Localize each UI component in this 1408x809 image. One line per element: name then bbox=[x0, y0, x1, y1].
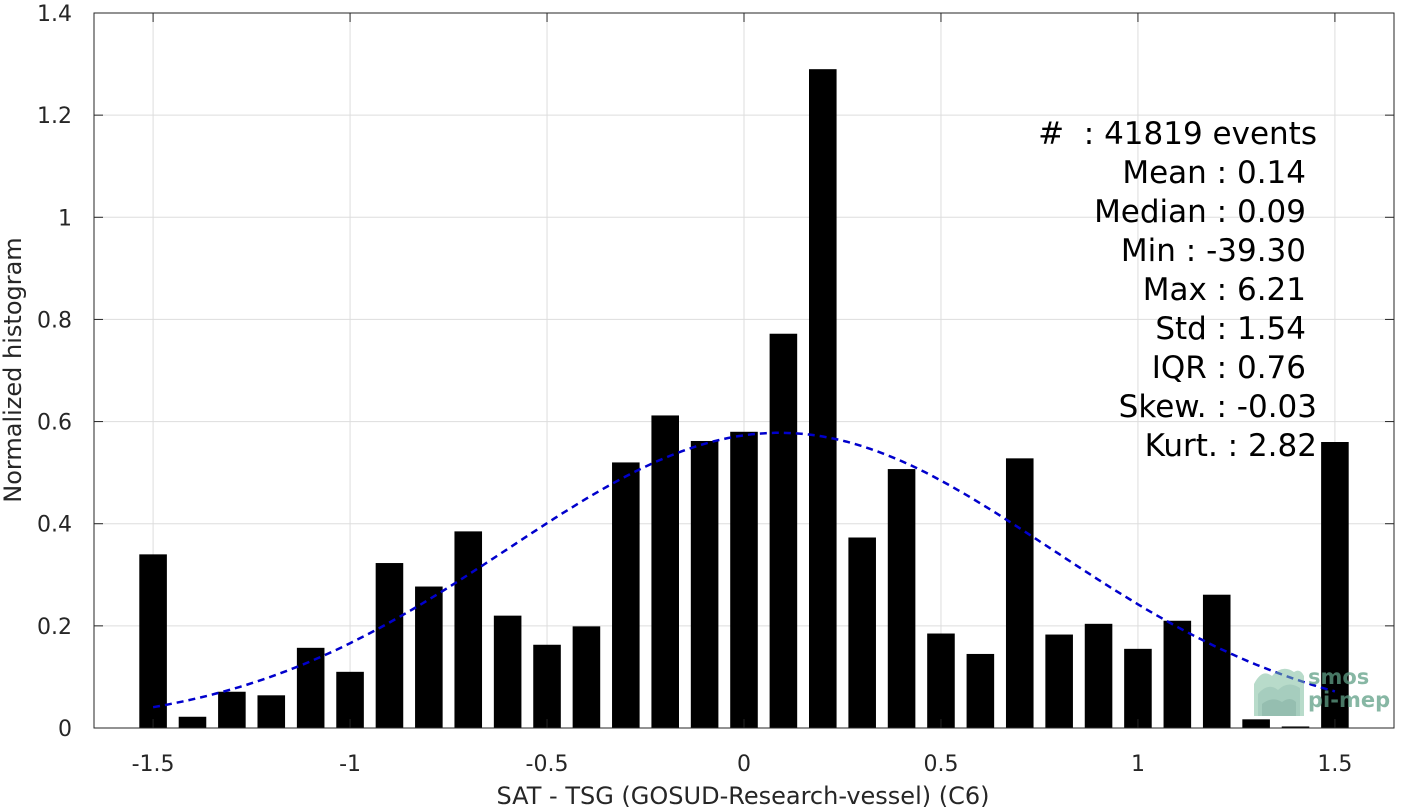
x-tick-labels: -1.5 -1 -0.5 0 0.5 1 1.5 bbox=[132, 752, 1353, 777]
logo-line-smos: smos bbox=[1308, 665, 1369, 689]
stats-annotation: # : 41819 events Mean : 0.14 Median : 0.… bbox=[1038, 116, 1317, 464]
x-tick-label: 1 bbox=[1131, 752, 1145, 777]
histogram-bar bbox=[1163, 620, 1192, 728]
stat-std: Std : 1.54 bbox=[1155, 311, 1306, 347]
histogram-bar bbox=[730, 431, 758, 728]
histogram-bar bbox=[1242, 719, 1270, 728]
x-tick-label: 0 bbox=[737, 752, 751, 777]
x-tick-label: 0.5 bbox=[923, 752, 958, 777]
histogram-bar bbox=[375, 563, 404, 728]
histogram-bars bbox=[139, 69, 1349, 728]
y-tick-label: 0.4 bbox=[37, 513, 72, 538]
histogram-bar bbox=[572, 626, 601, 728]
histogram-bar bbox=[966, 653, 995, 728]
histogram-bar bbox=[651, 415, 679, 728]
x-axis-label: SAT - TSG (GOSUD-Research-vessel) (C6) bbox=[497, 782, 990, 809]
histogram-bar bbox=[848, 537, 876, 728]
x-tick-label: -0.5 bbox=[526, 752, 569, 777]
stat-kurt: Kurt. : 2.82 bbox=[1145, 428, 1317, 464]
histogram-bar bbox=[493, 615, 522, 728]
y-tick-label: 0 bbox=[58, 717, 72, 742]
histogram-bar bbox=[1005, 458, 1034, 728]
stat-events: # : 41819 events bbox=[1038, 116, 1317, 152]
x-tick-label: 1.5 bbox=[1317, 752, 1352, 777]
histogram-bar bbox=[1321, 442, 1349, 728]
histogram-bar bbox=[1045, 634, 1073, 728]
histogram-bar bbox=[178, 716, 207, 728]
histogram-bar bbox=[1084, 623, 1113, 728]
histogram-bar bbox=[769, 333, 798, 728]
y-tick-labels: 0 0.2 0.4 0.6 0.8 1 1.2 1.4 bbox=[37, 2, 72, 742]
y-tick-label: 0.6 bbox=[37, 411, 72, 436]
histogram-bar bbox=[218, 691, 246, 728]
y-tick-label: 1.4 bbox=[37, 2, 72, 27]
stat-min: Min : -39.30 bbox=[1121, 233, 1306, 269]
histogram-bar bbox=[887, 469, 916, 728]
y-tick-label: 0.8 bbox=[37, 308, 72, 333]
grid-lines bbox=[94, 12, 1394, 729]
axis-ticks bbox=[94, 12, 1394, 729]
x-tick-label: -1 bbox=[339, 752, 361, 777]
histogram-bar bbox=[533, 644, 561, 728]
stat-max: Max : 6.21 bbox=[1143, 272, 1306, 308]
histogram-bar bbox=[809, 69, 837, 728]
histogram-bar bbox=[690, 440, 719, 728]
histogram-bar bbox=[139, 554, 167, 728]
gaussian-fit-curve bbox=[152, 431, 1336, 709]
histogram-bar bbox=[1124, 648, 1152, 728]
stat-mean: Mean : 0.14 bbox=[1122, 155, 1306, 191]
histogram-bar bbox=[612, 462, 640, 728]
x-tick-label: -1.5 bbox=[132, 752, 175, 777]
logo-wave-icon bbox=[1254, 668, 1304, 716]
stat-median: Median : 0.09 bbox=[1094, 194, 1306, 230]
y-axis-label: Normalized histogram bbox=[0, 237, 27, 502]
histogram-bar bbox=[1281, 726, 1310, 728]
y-tick-label: 1 bbox=[58, 206, 72, 231]
histogram-bar bbox=[257, 695, 286, 728]
histogram-bar bbox=[415, 586, 443, 728]
logo-line-pimep: pi-mep bbox=[1308, 688, 1390, 712]
y-tick-label: 0.2 bbox=[37, 615, 72, 640]
y-tick-label: 1.2 bbox=[37, 104, 72, 129]
histogram-bar bbox=[336, 671, 364, 728]
stat-skew: Skew. : -0.03 bbox=[1119, 389, 1317, 425]
stat-iqr: IQR : 0.76 bbox=[1152, 350, 1306, 386]
histogram-bar bbox=[296, 647, 325, 728]
histogram-bar bbox=[927, 633, 955, 728]
histogram-bar bbox=[454, 531, 483, 728]
smos-pi-mep-logo: smos pi-mep bbox=[1254, 665, 1390, 716]
histogram-bar bbox=[1202, 594, 1231, 728]
